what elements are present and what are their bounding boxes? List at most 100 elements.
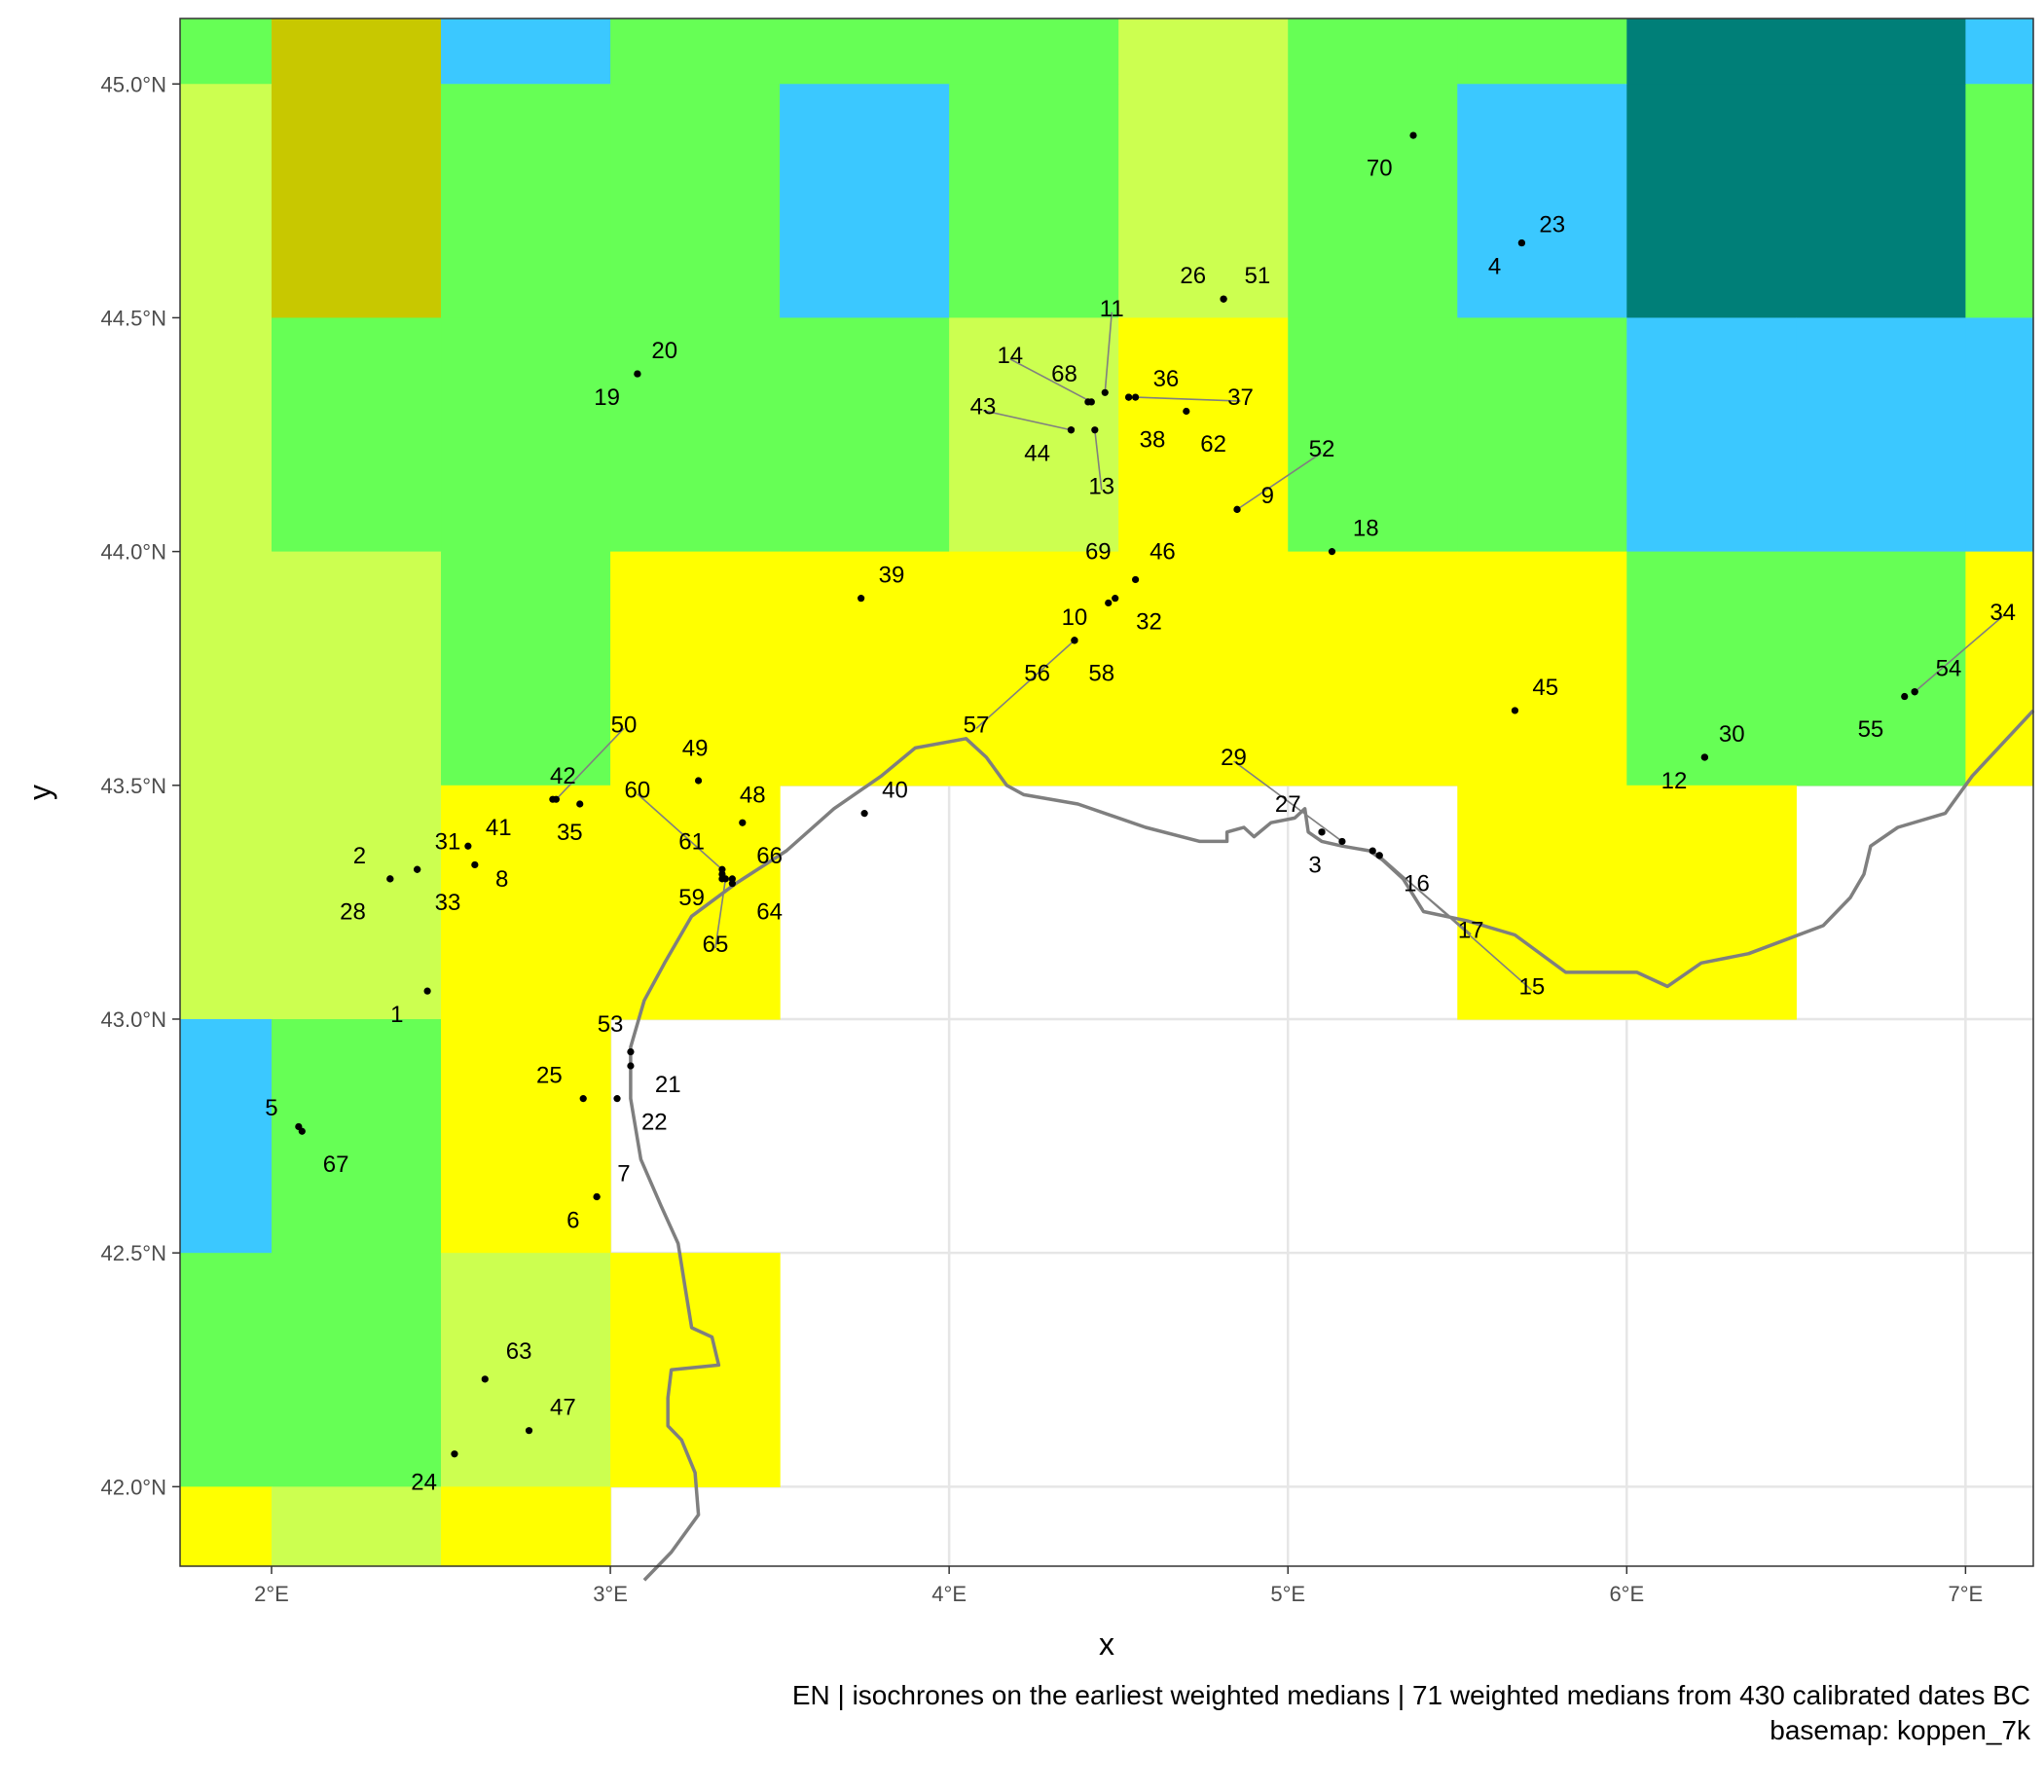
basemap-cell-green: [271, 317, 442, 553]
site-label-37: 37: [1227, 384, 1254, 411]
site-label-62: 62: [1200, 431, 1226, 457]
basemap-cell-blue: [1965, 317, 2034, 553]
site-label-51: 51: [1245, 263, 1271, 289]
basemap-grid: [180, 18, 2034, 1567]
site-label-20: 20: [651, 338, 677, 364]
site-point-68: [1084, 398, 1092, 406]
site-label-4: 4: [1488, 254, 1501, 280]
site-label-16: 16: [1404, 871, 1430, 897]
site-label-38: 38: [1140, 426, 1166, 453]
site-label-59: 59: [678, 885, 705, 911]
y-tick-label: 42.5°N: [100, 1241, 166, 1265]
basemap-cell-yellow: [441, 1018, 611, 1254]
site-label-68: 68: [1051, 361, 1077, 387]
y-tick-label: 43.5°N: [100, 774, 166, 798]
site-point-38: [1125, 393, 1133, 401]
site-label-23: 23: [1539, 211, 1565, 238]
site-label-47: 47: [550, 1395, 576, 1421]
site-point-54: [1911, 688, 1918, 696]
site-point-47: [525, 1427, 533, 1435]
y-tick-label: 42.0°N: [100, 1475, 166, 1499]
site-label-18: 18: [1353, 516, 1379, 542]
basemap-cell-light_green: [180, 551, 273, 786]
basemap-cell-yellow: [1965, 551, 2034, 786]
x-tick-label: 7°E: [1949, 1582, 1984, 1606]
basemap-cell-yellow: [1118, 317, 1289, 553]
site-label-2: 2: [353, 843, 366, 869]
site-point-62: [1183, 407, 1190, 416]
site-label-66: 66: [756, 843, 783, 869]
site-label-55: 55: [1858, 716, 1884, 743]
leader-line-65: [714, 878, 727, 949]
x-tick-label: 2°E: [254, 1582, 289, 1606]
site-point-39: [858, 595, 865, 603]
leader-line-13: [1094, 429, 1103, 491]
site-label-28: 28: [340, 898, 366, 925]
basemap-cell-green: [1626, 551, 1797, 786]
site-point-44: [1067, 426, 1076, 434]
site-point-17: [1369, 847, 1376, 855]
x-tick-label: 3°E: [593, 1582, 628, 1606]
site-label-25: 25: [536, 1063, 563, 1089]
site-point-65: [721, 875, 730, 883]
leader-line-50: [555, 727, 625, 800]
basemap-cell-teal: [1796, 84, 1966, 319]
caption-line-1: EN | isochrones on the earliest weighted…: [791, 1680, 2030, 1710]
site-label-67: 67: [323, 1152, 349, 1178]
basemap-cell-green: [780, 18, 950, 85]
basemap-cell-yellow: [1457, 785, 1627, 1020]
basemap-cell-green: [180, 1253, 273, 1487]
leader-line-14: [1009, 358, 1092, 403]
basemap-cell-green: [1796, 551, 1966, 786]
x-tick-label: 5°E: [1270, 1582, 1305, 1606]
basemap-cell-green: [441, 84, 611, 319]
site-label-43: 43: [970, 394, 997, 421]
site-point-66: [728, 875, 736, 883]
basemap-cell-green: [1288, 317, 1458, 553]
site-label-27: 27: [1275, 791, 1301, 818]
site-label-44: 44: [1024, 441, 1050, 467]
site-label-48: 48: [740, 782, 766, 808]
site-label-61: 61: [678, 828, 705, 855]
site-label-65: 65: [703, 932, 729, 958]
basemap-cell-green: [180, 18, 273, 85]
site-label-12: 12: [1661, 768, 1688, 794]
site-point-8: [471, 860, 479, 869]
leader-line-57: [975, 640, 1076, 729]
site-label-15: 15: [1518, 973, 1545, 1000]
site-label-36: 36: [1153, 366, 1180, 392]
site-label-13: 13: [1088, 473, 1114, 499]
site-label-1: 1: [390, 1002, 403, 1028]
site-label-19: 19: [594, 384, 620, 411]
basemap-cell-green: [1457, 18, 1627, 85]
site-point-48: [739, 819, 747, 826]
site-label-21: 21: [655, 1072, 681, 1098]
y-tick-label: 43.0°N: [100, 1007, 166, 1032]
site-label-42: 42: [550, 763, 576, 789]
basemap-cell-yellow: [180, 1486, 273, 1567]
site-label-64: 64: [756, 898, 783, 925]
basemap-cell-light_green: [180, 317, 273, 553]
basemap-cell-yellow: [1288, 551, 1458, 786]
site-point-30: [1700, 753, 1708, 761]
site-point-22: [613, 1095, 621, 1103]
site-label-63: 63: [506, 1338, 532, 1365]
site-label-35: 35: [557, 820, 583, 846]
site-point-24: [451, 1450, 458, 1458]
site-point-58: [1071, 637, 1078, 644]
leader-line-52: [1236, 452, 1323, 511]
site-points: [295, 131, 1918, 1458]
site-label-31: 31: [435, 828, 461, 855]
site-point-32: [1112, 595, 1119, 603]
site-point-11: [1101, 388, 1109, 396]
site-point-28: [386, 875, 394, 883]
basemap-cell-blue: [1457, 84, 1627, 319]
site-label-52: 52: [1309, 436, 1335, 462]
site-point-33: [414, 865, 421, 873]
site-label-22: 22: [641, 1110, 668, 1136]
basemap-cell-light_green: [271, 551, 442, 786]
site-point-25: [579, 1095, 587, 1103]
site-point-7: [593, 1192, 601, 1201]
site-label-17: 17: [1458, 918, 1484, 944]
